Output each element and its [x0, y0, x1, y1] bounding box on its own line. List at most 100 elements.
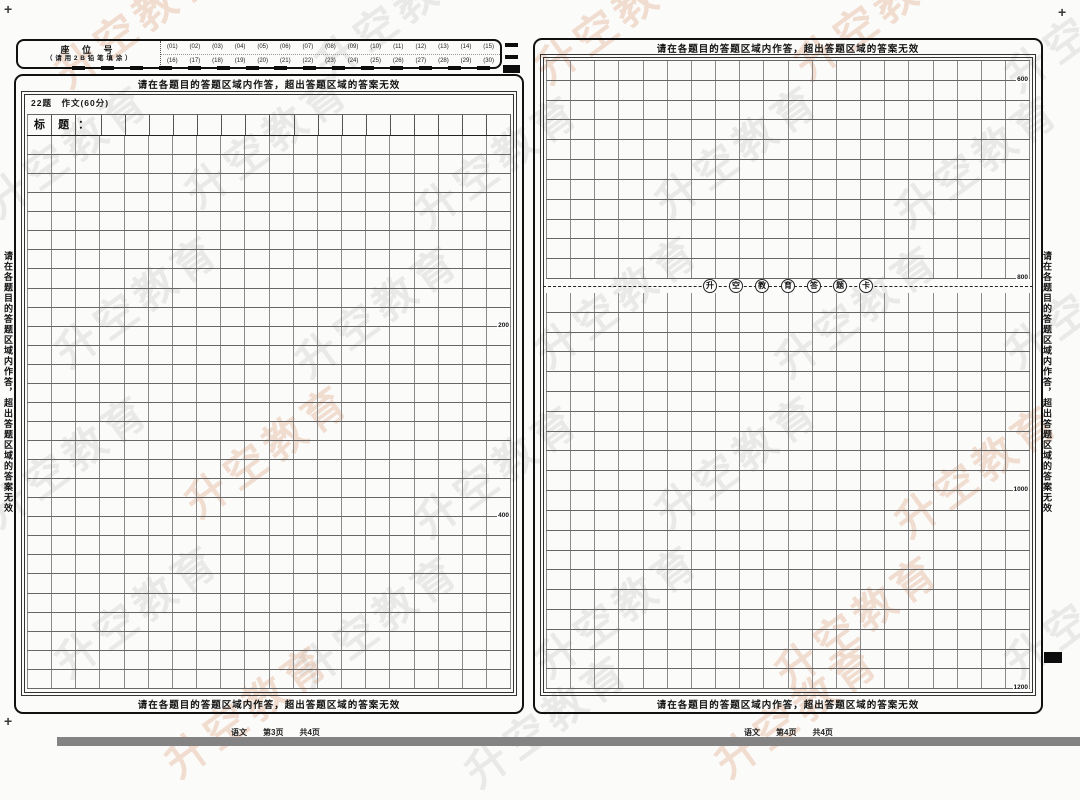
essay-cell[interactable]: [716, 609, 741, 629]
essay-cell[interactable]: [27, 155, 53, 174]
essay-cell[interactable]: [692, 669, 717, 689]
essay-cell[interactable]: [619, 629, 644, 649]
essay-cell[interactable]: [571, 451, 596, 471]
essay-cell[interactable]: [982, 61, 1006, 80]
essay-cell[interactable]: [463, 269, 487, 288]
essay-cell[interactable]: [764, 219, 789, 239]
essay-cell[interactable]: [668, 259, 692, 278]
essay-cell[interactable]: [52, 231, 77, 250]
essay-cell[interactable]: [934, 649, 958, 669]
essay-cell[interactable]: [463, 345, 487, 364]
essay-cell[interactable]: [197, 288, 222, 307]
essay-cell[interactable]: [982, 570, 1006, 590]
essay-cell[interactable]: [885, 292, 910, 312]
essay-cell[interactable]: [245, 402, 270, 421]
essay-cell[interactable]: [270, 421, 294, 440]
essay-cell[interactable]: [439, 269, 463, 288]
essay-cell[interactable]: [546, 669, 572, 689]
essay-cell[interactable]: [221, 250, 246, 269]
essay-cell[interactable]: [546, 629, 572, 649]
essay-cell[interactable]: [27, 650, 53, 669]
essay-cell[interactable]: [27, 479, 53, 498]
essay-cell[interactable]: [837, 590, 862, 609]
essay-cell[interactable]: [619, 179, 644, 199]
essay-cell[interactable]: [668, 160, 692, 179]
essay-cell[interactable]: [391, 115, 415, 135]
essay-cell[interactable]: [439, 136, 463, 155]
essay-cell[interactable]: [692, 292, 717, 312]
essay-cell[interactable]: [982, 160, 1006, 179]
essay-cell[interactable]: [668, 179, 692, 199]
essay-cell[interactable]: [318, 479, 343, 498]
essay-cell[interactable]: [390, 155, 415, 174]
essay-cell[interactable]: [415, 517, 439, 536]
essay-cell[interactable]: [813, 80, 837, 100]
essay-cell[interactable]: [221, 536, 246, 555]
essay-cell[interactable]: [934, 491, 958, 510]
essay-cell[interactable]: [982, 239, 1006, 259]
essay-cell[interactable]: [173, 669, 198, 688]
essay-cell[interactable]: [221, 136, 246, 155]
essay-cell[interactable]: [342, 212, 367, 231]
essay-cell[interactable]: [644, 160, 668, 179]
essay-cell[interactable]: [390, 498, 415, 517]
essay-cell[interactable]: [1006, 372, 1031, 391]
essay-cell[interactable]: [982, 312, 1006, 332]
essay-cell[interactable]: [197, 498, 222, 517]
essay-cell[interactable]: [149, 593, 173, 612]
essay-cell[interactable]: [487, 555, 512, 574]
essay-cell[interactable]: [982, 140, 1006, 160]
essay-cell[interactable]: [439, 250, 463, 269]
essay-cell[interactable]: [740, 259, 765, 278]
essay-cell[interactable]: [463, 669, 487, 688]
essay-cell[interactable]: [813, 160, 837, 179]
essay-cell[interactable]: [100, 326, 125, 345]
essay-cell[interactable]: [909, 411, 934, 431]
essay-cell[interactable]: [789, 431, 813, 451]
essay-cell[interactable]: [52, 517, 77, 536]
essay-cell[interactable]: [439, 115, 463, 135]
essay-cell[interactable]: [463, 517, 487, 536]
essay-cell[interactable]: [197, 650, 222, 669]
essay-cell[interactable]: [668, 392, 692, 411]
essay-cell[interactable]: [571, 80, 596, 100]
essay-cell[interactable]: [595, 61, 620, 80]
essay-cell[interactable]: [197, 669, 222, 688]
essay-cell[interactable]: [619, 372, 644, 391]
essay-cell[interactable]: [390, 536, 415, 555]
essay-cell[interactable]: [100, 498, 125, 517]
essay-cell[interactable]: [909, 510, 934, 530]
essay-cell[interactable]: [644, 609, 668, 629]
essay-cell[interactable]: [27, 498, 53, 517]
essay-cell[interactable]: [52, 269, 77, 288]
essay-cell[interactable]: [861, 491, 886, 510]
essay-cell[interactable]: [149, 460, 173, 479]
essay-cell[interactable]: [173, 288, 198, 307]
essay-cell[interactable]: [958, 292, 982, 312]
essay-cell[interactable]: [909, 332, 934, 352]
essay-cell[interactable]: [982, 219, 1006, 239]
essay-cell[interactable]: [789, 392, 813, 411]
essay-cell[interactable]: [245, 441, 270, 460]
essay-cell[interactable]: [294, 650, 318, 669]
essay-cell[interactable]: [52, 155, 77, 174]
essay-cell[interactable]: [595, 471, 620, 491]
essay-cell[interactable]: [390, 307, 415, 326]
essay-cell[interactable]: [100, 269, 125, 288]
essay-cell[interactable]: [52, 212, 77, 231]
essay-cell[interactable]: [439, 631, 463, 650]
essay-cell[interactable]: [740, 219, 765, 239]
essay-cell[interactable]: [319, 115, 343, 135]
essay-cell[interactable]: [221, 174, 246, 193]
essay-cell[interactable]: 标: [27, 115, 53, 135]
essay-cell[interactable]: [861, 160, 886, 179]
essay-cell[interactable]: [958, 100, 982, 120]
essay-cell[interactable]: [76, 441, 101, 460]
essay-cell[interactable]: [1006, 160, 1031, 179]
essay-cell[interactable]: [294, 288, 318, 307]
essay-cell[interactable]: [390, 421, 415, 440]
essay-cell[interactable]: [439, 421, 463, 440]
essay-cell[interactable]: [270, 574, 294, 593]
essay-cell[interactable]: [813, 411, 837, 431]
essay-cell[interactable]: [1006, 570, 1031, 590]
